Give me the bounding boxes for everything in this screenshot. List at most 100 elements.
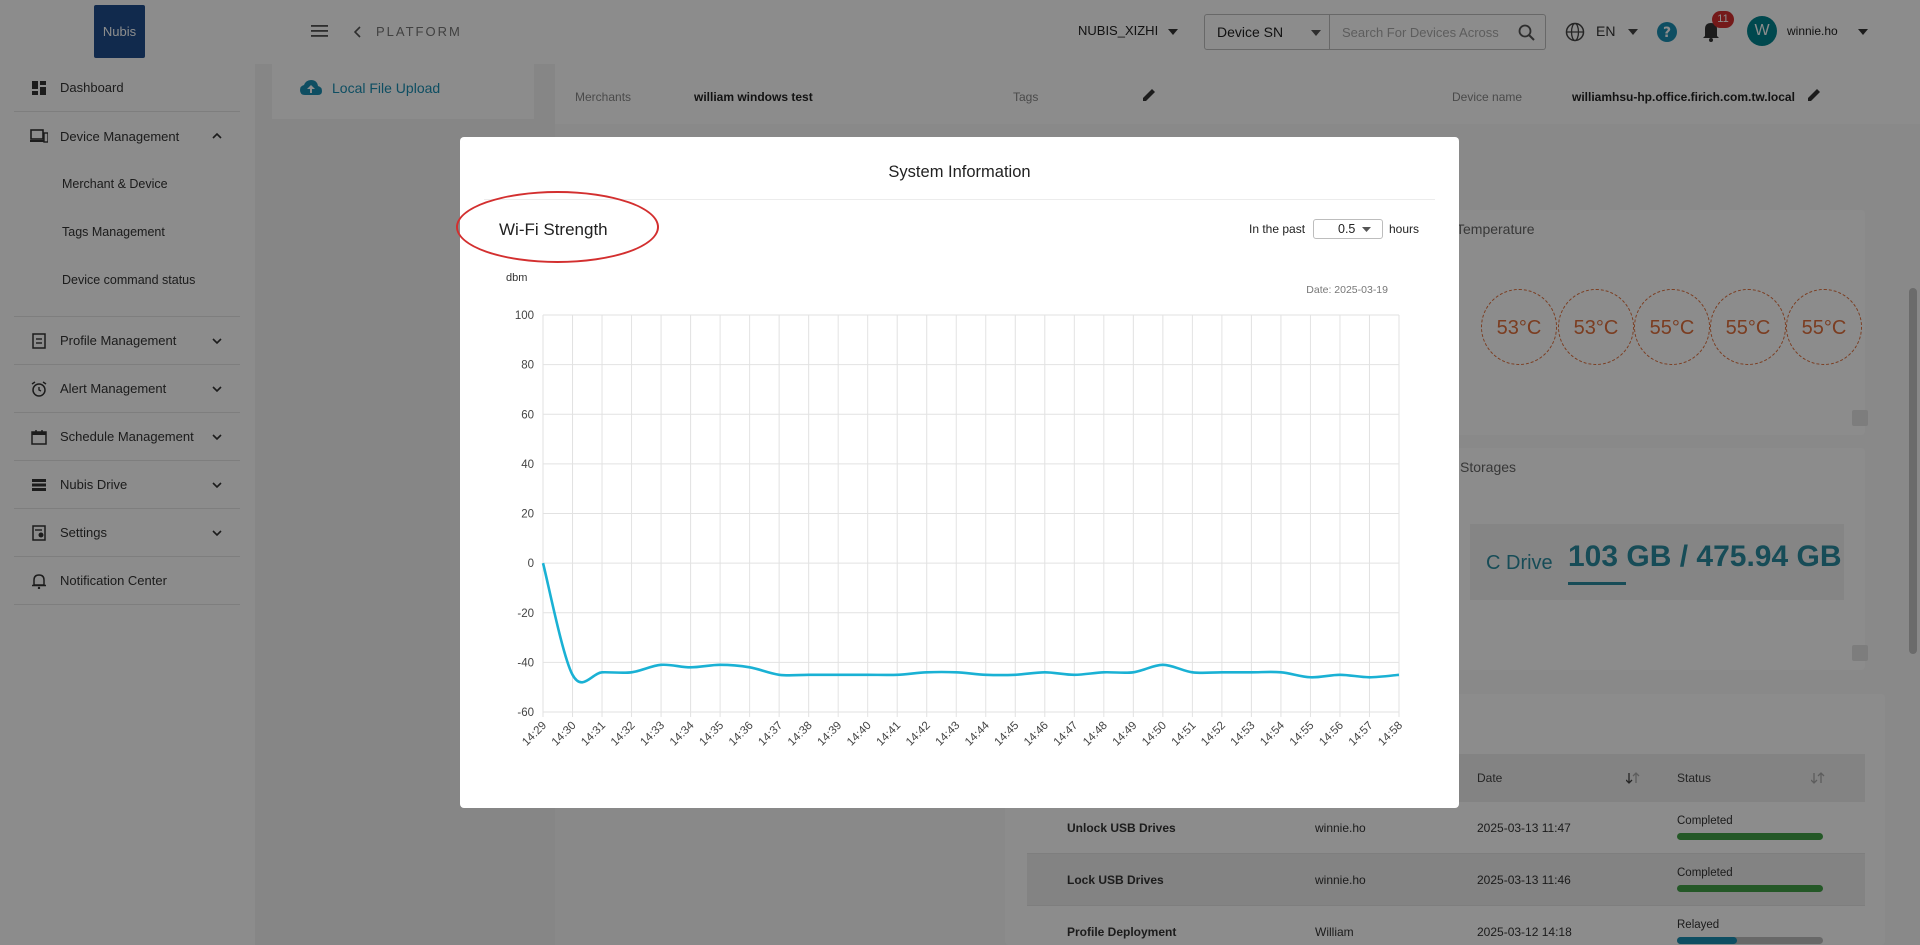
top-header: PLATFORM NUBIS_XIZHI Device SN Search Fo… [255, 0, 1920, 64]
globe-icon[interactable] [1565, 22, 1585, 42]
tags-label: Tags [1013, 90, 1039, 104]
temperature-gauge: 55°C [1634, 289, 1710, 365]
avatar[interactable]: W [1747, 16, 1777, 46]
x-tick-label: 14:58 [1376, 720, 1405, 749]
temperature-gauge: 53°C [1558, 289, 1634, 365]
storages-title: Storages [1460, 459, 1517, 475]
tenant-selector[interactable]: NUBIS_XIZHI [1078, 23, 1159, 38]
chevron-down-icon[interactable] [212, 528, 222, 538]
chart-grid [542, 314, 1400, 717]
sidebar-item-dashboard[interactable]: Dashboard [14, 64, 240, 112]
username[interactable]: winnie.ho [1787, 24, 1838, 38]
drive-usage-value: 103 GB / 475.94 GB [1568, 540, 1842, 573]
sort-icon[interactable] [1811, 772, 1825, 784]
sort-icon[interactable] [1626, 772, 1640, 784]
sidebar-item-notification-center[interactable]: Notification Center [14, 557, 240, 605]
bell-icon[interactable] [1702, 20, 1720, 42]
table-row[interactable]: Unlock USB Drives winnie.ho 2025-03-13 1… [1027, 802, 1865, 854]
sidebar-item-label: Notification Center [60, 573, 167, 588]
device-search-input[interactable]: Search For Devices Across [1330, 14, 1546, 50]
time-range-value: 0.5 [1338, 222, 1356, 236]
search-type-value: Device SN [1217, 24, 1284, 40]
x-tick-label: 14:49 [1111, 720, 1140, 749]
breadcrumb[interactable]: PLATFORM [376, 24, 462, 39]
chevron-left-icon[interactable] [354, 26, 362, 38]
chevron-down-icon[interactable] [212, 432, 222, 442]
sidebar-item-device-command-status[interactable]: Device command status [14, 256, 240, 304]
expand-button[interactable] [1852, 645, 1868, 661]
y-tick-label: 20 [521, 509, 534, 521]
x-tick-label: 14:54 [1258, 719, 1287, 748]
edit-device-name-icon[interactable] [1808, 88, 1821, 101]
menu-icon[interactable] [311, 24, 328, 38]
status-label: Completed [1677, 867, 1733, 879]
sidebar-item-tags-management[interactable]: Tags Management [14, 208, 240, 256]
caret-down-icon[interactable] [1168, 29, 1178, 35]
x-tick-label: 14:52 [1199, 720, 1228, 749]
local-file-upload-card[interactable]: Local File Upload [272, 64, 534, 119]
page-scrollbar[interactable] [1909, 288, 1917, 654]
expand-button[interactable] [1852, 410, 1868, 426]
sidebar-item-schedule-management[interactable]: Schedule Management [14, 413, 240, 461]
status-progress-bar [1677, 885, 1823, 892]
x-tick-label: 14:53 [1229, 720, 1258, 749]
chevron-down-icon[interactable] [212, 480, 222, 490]
temperature-gauge: 55°C [1710, 289, 1786, 365]
logo-text: Nubis [102, 24, 137, 39]
table-row[interactable]: Profile Deployment William 2025-03-12 14… [1027, 906, 1865, 945]
search-type-select[interactable]: Device SN [1204, 14, 1330, 50]
sidebar-item-nubis-drive[interactable]: Nubis Drive [14, 461, 240, 509]
temperature-title: Temperature [1456, 221, 1535, 237]
help-icon[interactable]: ? [1656, 21, 1678, 43]
time-range-select[interactable]: 0.5 [1313, 219, 1383, 239]
caret-down-icon [1311, 30, 1321, 36]
sidebar-item-settings[interactable]: Settings [14, 509, 240, 557]
caret-down-icon[interactable] [1628, 29, 1638, 35]
highlight-ellipse [456, 191, 659, 263]
sidebar-item-profile-management[interactable]: Profile Management [14, 317, 240, 365]
command-name: Lock USB Drives [1067, 873, 1164, 887]
search-icon[interactable] [1518, 24, 1535, 41]
x-tick-label: 14:35 [697, 720, 726, 749]
language-selector[interactable]: EN [1596, 23, 1616, 39]
sidebar: Nubis Dashboard Device Management Mercha… [0, 0, 255, 945]
y-tick-label: -20 [517, 608, 534, 620]
command-date: 2025-03-12 14:18 [1477, 925, 1572, 939]
x-tick-label: 14:46 [1022, 720, 1051, 749]
drive-usage-bar [1568, 582, 1626, 585]
settings-icon [30, 524, 48, 542]
sidebar-item-merchant-device[interactable]: Merchant & Device [14, 160, 240, 208]
command-date: 2025-03-13 11:46 [1477, 873, 1571, 887]
chevron-up-icon[interactable] [212, 131, 222, 141]
x-tick-label: 14:42 [904, 720, 933, 749]
profile-icon [30, 332, 48, 350]
temperature-gauge: 55°C [1786, 289, 1862, 365]
device-name-label: Device name [1452, 90, 1523, 104]
chevron-down-icon[interactable] [212, 336, 222, 346]
notification-icon [30, 572, 48, 590]
sidebar-item-label: Device Management [60, 128, 180, 144]
table-row[interactable]: Lock USB Drives winnie.ho 2025-03-13 11:… [1027, 854, 1865, 906]
sidebar-item-alert-management[interactable]: Alert Management [14, 365, 240, 413]
chevron-down-icon[interactable] [212, 384, 222, 394]
edit-tags-icon[interactable] [1143, 88, 1156, 101]
y-tick-label: -60 [517, 707, 534, 719]
device-management-group: Device Management Merchant & Device Tags… [14, 112, 240, 317]
caret-down-icon[interactable] [1858, 29, 1868, 35]
nubis-logo[interactable]: Nubis [94, 5, 145, 58]
x-tick-label: 14:34 [668, 719, 697, 748]
y-tick-label: 0 [528, 558, 534, 570]
x-tick-label: 14:44 [963, 719, 992, 748]
wifi-strength-chart: dbm Date: 2025-03-19 100 80 60 40 20 0 -20 -40 -… [506, 272, 1405, 749]
sidebar-item-label: Nubis Drive [60, 477, 128, 492]
modal-divider [484, 199, 1435, 200]
merchants-value: william windows test [694, 90, 813, 104]
date-column-header[interactable]: Date [1477, 771, 1503, 785]
status-column-header[interactable]: Status [1677, 771, 1712, 785]
alarm-icon [30, 380, 48, 398]
x-tick-label: 14:50 [1140, 720, 1169, 749]
x-tick-label: 14:30 [550, 720, 579, 749]
command-user: William [1315, 925, 1354, 939]
device-info-row: Merchants william windows test Tags Devi… [555, 64, 1920, 124]
sidebar-item-device-management[interactable]: Device Management [14, 112, 240, 160]
